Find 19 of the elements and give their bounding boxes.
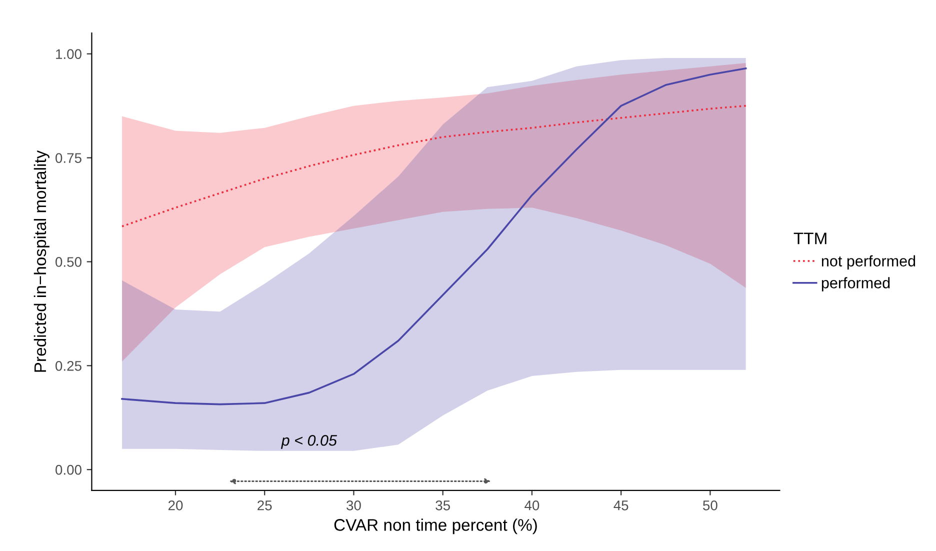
y-tick-label: 1.00 <box>56 49 82 60</box>
x-tick-label: 35 <box>436 500 450 510</box>
legend-label: performed <box>822 277 890 292</box>
x-tick-label: 45 <box>614 500 628 510</box>
y-tick-label: 0.75 <box>56 153 82 163</box>
y-tick-label: 0.25 <box>56 361 82 371</box>
x-tick-label: 20 <box>168 500 183 510</box>
y-tick-label: 0.00 <box>56 464 82 475</box>
x-tick-label: 25 <box>258 500 272 510</box>
legend-title: TTM <box>794 232 826 244</box>
x-tick-label: 40 <box>524 500 540 510</box>
y-tick-label: 0.50 <box>56 257 82 267</box>
annotation: p < 0.05 <box>280 434 338 449</box>
x-tick-label: 50 <box>703 500 718 510</box>
x-tick-label: 30 <box>346 500 361 510</box>
y-axis-title: Predicted in−hospital mortality <box>34 150 50 372</box>
x-axis-title: CVAR non time percent (%) <box>334 518 537 534</box>
line-series <box>121 104 747 228</box>
legend-label: not performed <box>822 255 916 270</box>
